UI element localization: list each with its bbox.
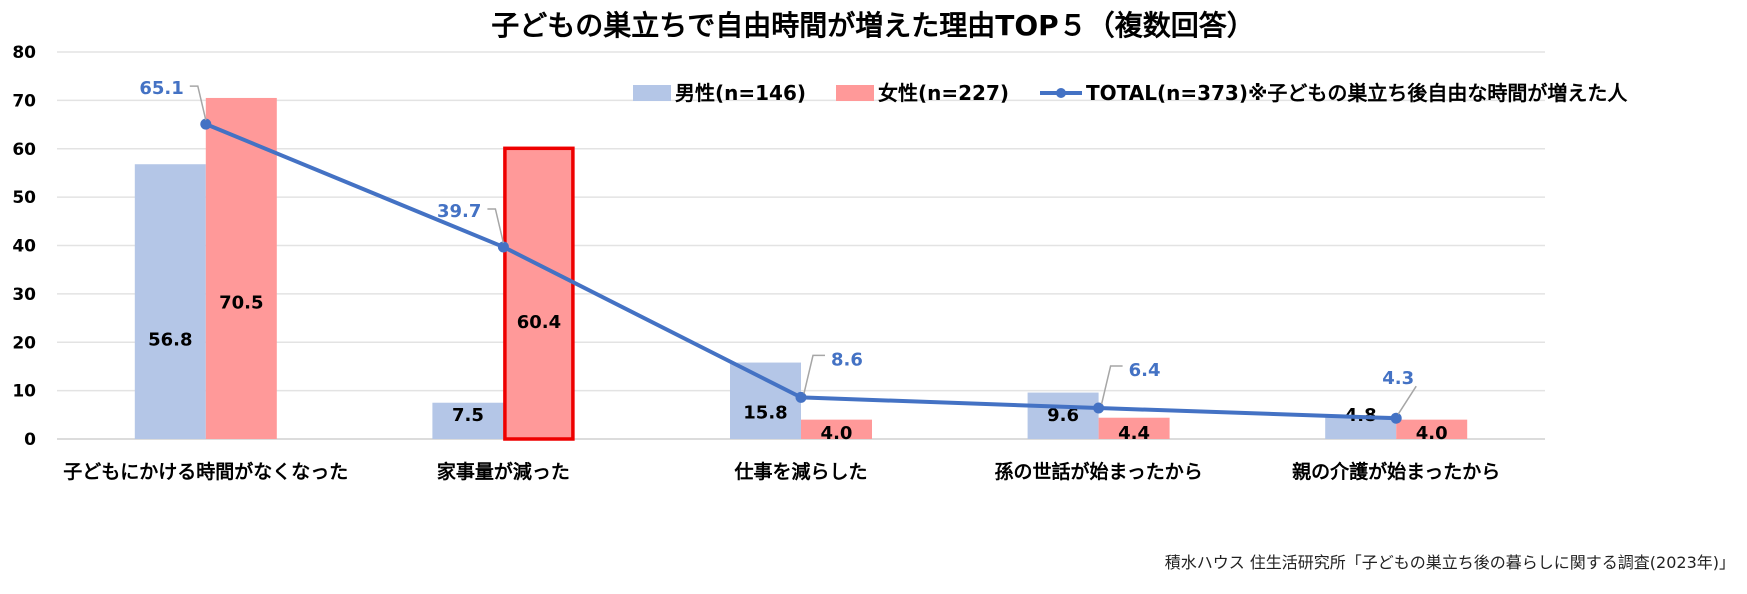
x-category-label: 親の介護が始まったから [1292,460,1500,483]
x-category-label: 家事量が減った [437,460,570,483]
total-label: 65.1 [139,78,183,99]
bar-male [1027,392,1099,439]
source-note: 積水ハウス 住生活研究所「子どもの巣立ち後の暮らしに関する調査(2023年)」 [1165,553,1735,572]
bar-label-male: 9.6 [1047,405,1079,426]
total-label: 39.7 [437,201,481,222]
legend-swatch-male [633,85,671,101]
bar-male [134,164,206,440]
y-tick-label: 80 [12,43,36,63]
bar-male [730,362,801,439]
bar-labels: 56.870.57.560.415.84.09.64.44.84.0 [148,293,1448,444]
leader-line [803,354,825,394]
bar-label-female: 60.4 [517,312,561,333]
total-label: 8.6 [831,349,863,370]
leader-line [189,85,207,121]
bar-male [432,402,504,439]
legend-label-total: TOTAL(n=373)※子どもの巣立ち後自由な時間が増えた人 [1086,81,1628,105]
x-category-label: 子どもにかける時間がなくなった [63,460,348,483]
bar-male [1325,415,1397,439]
legend: 男性(n=146) 女性(n=227) TOTAL(n=373)※子どもの巣立ち後自… [633,81,1628,105]
bar-label-male: 56.8 [148,329,192,350]
y-tick-label: 20 [12,333,36,353]
total-point [1093,402,1105,414]
legend-marker-total [1056,88,1066,98]
total-point [795,391,807,403]
bar-female [801,419,872,439]
bar-label-male: 7.5 [452,405,484,426]
bar-label-female: 70.5 [219,293,263,314]
leader-line [1397,385,1417,415]
total-point [200,118,212,130]
total-label: 6.4 [1129,360,1161,381]
chart-title: 子どもの巣立ちで自由時間が増えた理由TOP５（複数回答） [491,9,1254,42]
bar-female [1396,419,1468,439]
y-tick-label: 60 [12,140,36,160]
legend-label-male: 男性(n=146) [675,81,806,105]
y-tick-label: 50 [12,188,36,208]
total-point [497,241,509,253]
y-tick-label: 0 [24,430,36,450]
y-tick-label: 40 [12,237,36,257]
total-point [1390,412,1402,424]
legend-swatch-female [836,85,874,101]
y-axis: 0 10 20 30 40 50 60 70 80 [12,43,36,450]
bars [134,97,1468,441]
y-tick-label: 70 [12,91,36,111]
bar-label-female: 4.0 [1416,423,1448,444]
bar-female [205,97,277,440]
bar-label-male: 15.8 [743,403,787,424]
bar-female-highlighted [503,146,575,441]
x-category-label: 孫の世話が始まったから [994,460,1202,483]
gridlines [57,51,1545,440]
legend-label-female: 女性(n=227) [878,81,1009,105]
y-tick-label: 30 [12,285,36,305]
total-line: 65.1 39.7 8.6 6.4 4.3 [139,78,1417,424]
x-axis: 子どもにかける時間がなくなった 家事量が減った 仕事を減らした 孫の世話が始まったから… [63,460,1500,483]
leader-line [1100,365,1123,405]
y-tick-label: 10 [12,382,36,402]
x-category-label: 仕事を減らした [733,460,867,483]
bar-label-female: 4.4 [1118,423,1150,444]
leader-line [487,208,505,244]
bar-female [1098,417,1170,439]
total-label: 4.3 [1382,368,1414,389]
bar-label-female: 4.0 [821,423,853,444]
